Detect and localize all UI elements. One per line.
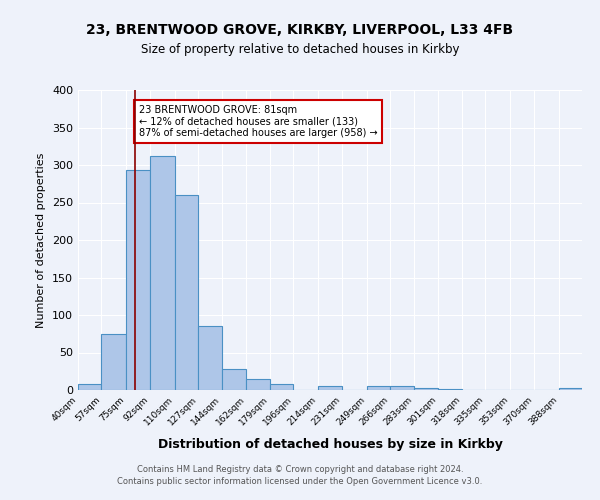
X-axis label: Distribution of detached houses by size in Kirkby: Distribution of detached houses by size … bbox=[158, 438, 502, 451]
Text: Contains public sector information licensed under the Open Government Licence v3: Contains public sector information licen… bbox=[118, 477, 482, 486]
Text: Contains HM Land Registry data © Crown copyright and database right 2024.: Contains HM Land Registry data © Crown c… bbox=[137, 465, 463, 474]
Bar bbox=[318, 386, 342, 390]
Bar bbox=[175, 195, 198, 390]
Bar bbox=[247, 379, 270, 390]
Bar bbox=[127, 170, 150, 390]
Bar bbox=[150, 156, 175, 390]
Y-axis label: Number of detached properties: Number of detached properties bbox=[37, 152, 46, 328]
Bar bbox=[270, 384, 293, 390]
Bar bbox=[101, 334, 127, 390]
Bar bbox=[439, 388, 462, 390]
Bar bbox=[390, 386, 413, 390]
Bar bbox=[221, 369, 247, 390]
Bar bbox=[78, 384, 101, 390]
Bar bbox=[367, 386, 390, 390]
Text: 23 BRENTWOOD GROVE: 81sqm
← 12% of detached houses are smaller (133)
87% of semi: 23 BRENTWOOD GROVE: 81sqm ← 12% of detac… bbox=[139, 105, 377, 138]
Text: 23, BRENTWOOD GROVE, KIRKBY, LIVERPOOL, L33 4FB: 23, BRENTWOOD GROVE, KIRKBY, LIVERPOOL, … bbox=[86, 22, 514, 36]
Bar bbox=[198, 326, 221, 390]
Bar bbox=[413, 388, 439, 390]
Bar bbox=[559, 388, 582, 390]
Text: Size of property relative to detached houses in Kirkby: Size of property relative to detached ho… bbox=[141, 42, 459, 56]
